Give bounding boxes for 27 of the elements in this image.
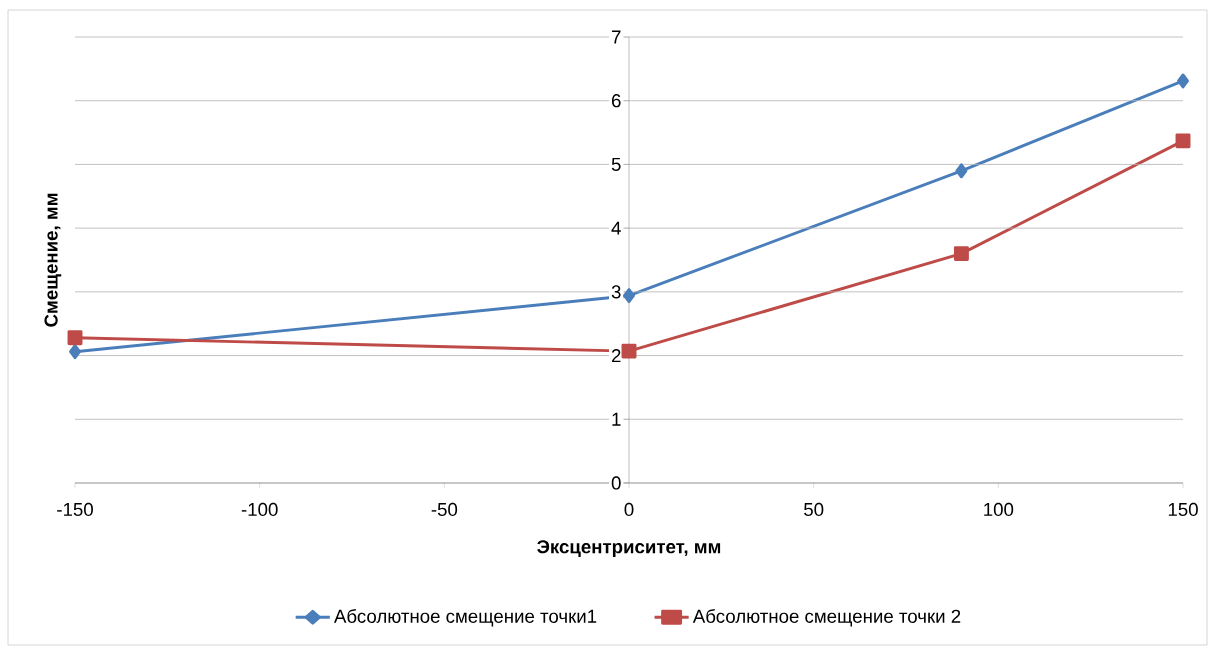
x-tick-label: 100 <box>984 502 1014 517</box>
y-tick-label: 3 <box>611 285 621 299</box>
y-axis-title: Смещение, мм <box>44 193 62 327</box>
y-tick-label: 2 <box>611 349 621 363</box>
x-tick-label: 150 <box>1168 502 1198 517</box>
x-tick-label: -50 <box>431 502 458 517</box>
legend-label: Абсолютное смещение точки1 <box>333 609 597 627</box>
point <box>1177 73 1189 89</box>
y-tick-label: 5 <box>611 157 621 171</box>
y-tick-label: 4 <box>611 221 621 235</box>
y-tick-label: 7 <box>611 30 621 44</box>
x-tick-label: -100 <box>241 502 278 517</box>
point <box>955 163 968 179</box>
x-axis-title: Эксцентриситет, мм <box>537 540 721 558</box>
point <box>1175 133 1191 149</box>
point <box>67 330 83 346</box>
y-tick-label: 6 <box>611 94 621 108</box>
x-tick-label: 50 <box>804 502 824 517</box>
x-tick-label: -150 <box>57 502 93 517</box>
point <box>623 288 635 304</box>
x-tick-label: 0 <box>624 502 634 517</box>
point <box>953 246 969 262</box>
y-tick-label: 1 <box>612 412 621 426</box>
point <box>69 344 81 360</box>
y-tick-label: 0 <box>611 476 621 490</box>
point <box>621 343 637 359</box>
legend-label: Абсолютное смещение точки 2 <box>692 609 961 627</box>
